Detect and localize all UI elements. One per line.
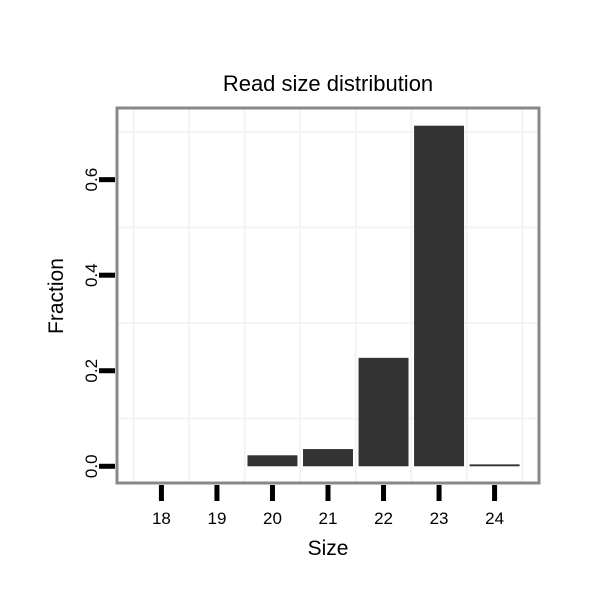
- x-tick-mark: [492, 485, 498, 501]
- x-tick-mark: [325, 485, 331, 501]
- y-tick-label: 0.2: [82, 359, 101, 383]
- x-axis-title: Size: [308, 537, 349, 560]
- bar-size-22: [358, 357, 409, 467]
- chart-title: Read size distribution: [223, 71, 433, 96]
- y-axis-ticks: [99, 177, 115, 469]
- x-tick-label: 18: [152, 509, 171, 528]
- x-tick-mark: [436, 485, 442, 501]
- x-tick-mark: [214, 485, 220, 501]
- x-axis-tick-labels: 18 19 20 21 22 23 24: [152, 509, 504, 528]
- y-axis-tick-labels: 0.0 0.2 0.4 0.6: [82, 168, 101, 478]
- y-tick-label: 0.6: [82, 168, 101, 192]
- y-axis-title: Fraction: [45, 258, 68, 334]
- bars: [247, 125, 520, 467]
- x-axis-ticks: [158, 485, 498, 501]
- x-tick-label: 20: [263, 509, 282, 528]
- bar-size-20: [247, 455, 298, 467]
- x-tick-label: 19: [207, 509, 226, 528]
- y-tick-mark: [99, 463, 115, 469]
- bar-size-24: [469, 464, 520, 467]
- y-tick-mark: [99, 177, 115, 183]
- panel-border: [115, 106, 541, 485]
- bar-size-23: [414, 125, 465, 467]
- plot-panel: [117, 108, 539, 483]
- x-tick-label: 24: [485, 509, 504, 528]
- x-tick-mark: [381, 485, 387, 501]
- x-tick-mark: [158, 485, 164, 501]
- x-tick-label: 22: [374, 509, 393, 528]
- gridlines: [118, 109, 538, 482]
- y-tick-mark: [99, 272, 115, 278]
- x-tick-label: 23: [430, 509, 449, 528]
- x-tick-mark: [269, 485, 275, 501]
- y-tick-mark: [99, 368, 115, 374]
- bar-size-21: [303, 449, 353, 467]
- y-tick-label: 0.4: [82, 263, 101, 287]
- y-tick-label: 0.0: [82, 454, 101, 478]
- x-tick-label: 21: [319, 509, 338, 528]
